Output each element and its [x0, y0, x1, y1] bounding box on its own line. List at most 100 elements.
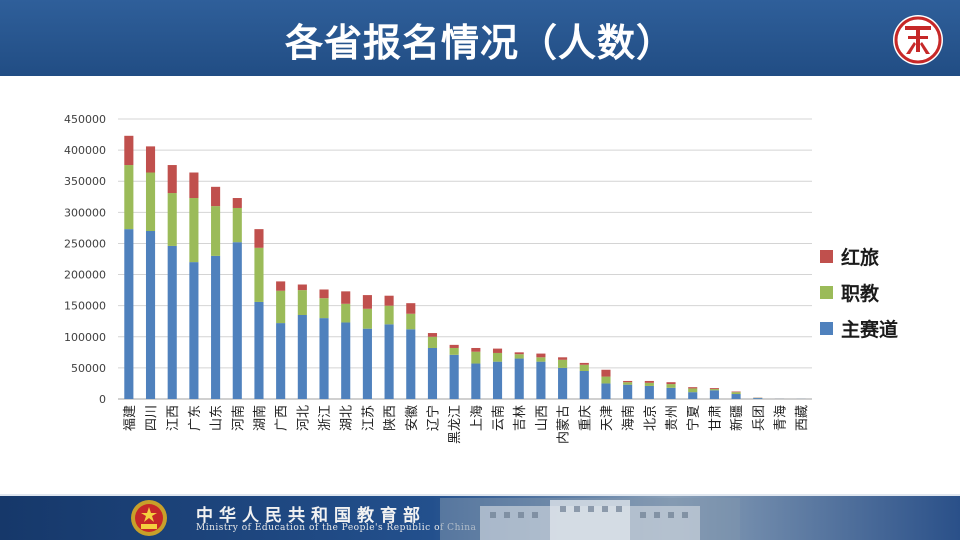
bar-segment-vocational — [666, 384, 676, 388]
x-tick-label: 福建 — [123, 405, 138, 431]
bar-segment-vocational — [232, 207, 242, 243]
footer-divider — [0, 494, 960, 496]
y-tick-label: 150000 — [64, 300, 106, 313]
bar-segment-redtour — [536, 353, 546, 358]
bar-segment-redtour — [579, 362, 589, 365]
x-tick-label: 内蒙古 — [556, 405, 572, 444]
y-tick-label: 450000 — [64, 113, 106, 126]
x-tick-label: 青海 — [773, 405, 788, 431]
bar-segment-redtour — [644, 380, 654, 383]
bar-segment-vocational — [297, 290, 307, 315]
bar-segment-main-track — [688, 392, 698, 399]
legend-swatch-vocational — [820, 285, 833, 299]
bar-segment-main-track — [124, 229, 134, 399]
bar-segment-main-track — [666, 387, 676, 399]
bar-segment-redtour — [254, 229, 264, 248]
x-tick-label: 江西 — [166, 405, 181, 431]
y-tick-label: 50000 — [71, 362, 106, 375]
bar-segment-main-track — [579, 371, 589, 399]
page-title: 各省报名情况（人数） — [284, 21, 675, 65]
bar-segment-redtour — [449, 344, 459, 348]
bar-segment-vocational — [449, 347, 459, 355]
bar-segment-vocational — [124, 165, 134, 230]
bar-segment-main-track — [189, 262, 199, 399]
x-tick-label: 湖北 — [340, 405, 355, 431]
x-tick-label: 云南 — [491, 405, 507, 431]
y-tick-label: 200000 — [64, 269, 106, 282]
legend-label-main-track: 主赛道 — [841, 318, 899, 341]
bar-segment-main-track — [709, 390, 719, 399]
bar-segment-main-track — [406, 329, 416, 399]
bar-segment-vocational — [623, 382, 633, 385]
x-tick-label: 广西 — [275, 405, 290, 431]
bar-segment-redtour — [601, 369, 611, 377]
bar-segment-redtour — [276, 281, 286, 291]
bar-segment-main-track — [623, 384, 633, 399]
bar-segment-redtour — [319, 289, 329, 299]
bar-segment-main-track — [601, 383, 611, 399]
bar-segment-main-track — [471, 363, 481, 399]
bar-segment-vocational — [319, 298, 329, 319]
bar-segment-redtour — [232, 198, 242, 208]
bar-segment-main-track — [427, 347, 438, 399]
bar-segment-vocational — [189, 198, 199, 263]
x-tick-label: 江苏 — [360, 405, 376, 431]
bar-segment-vocational — [644, 382, 654, 386]
legend-item-redtour: 红旅 — [820, 238, 898, 274]
x-tick-label: 广东 — [188, 405, 203, 431]
bar-layer — [124, 135, 806, 399]
bar-segment-main-track — [254, 301, 264, 399]
bar-segment-redtour — [145, 146, 156, 173]
bar-segment-vocational — [427, 336, 438, 348]
chart-legend: 红旅 职教 主赛道 — [820, 238, 898, 346]
x-tick-label: 四川 — [145, 405, 160, 431]
x-tick-label: 河南 — [230, 405, 246, 431]
bar-segment-vocational — [579, 364, 589, 371]
bar-segment-redtour — [406, 303, 416, 314]
bar-segment-redtour — [384, 295, 394, 306]
y-tick-label: 350000 — [64, 175, 106, 188]
x-tick-label: 吉林 — [513, 405, 528, 431]
bar-segment-vocational — [492, 352, 503, 362]
x-tick-label: 海南 — [621, 405, 637, 431]
y-tick-label: 300000 — [64, 206, 106, 219]
bar-segment-main-track — [514, 358, 524, 399]
legend-swatch-redtour — [820, 249, 833, 263]
stacked-bar-chart: 0 50000 100000 150000 200000 250000 300000 3500… — [64, 113, 812, 444]
bar-segment-vocational — [254, 247, 264, 302]
y-tick-label: 0 — [99, 393, 106, 406]
x-tick-label: 湖南 — [252, 405, 268, 431]
grid-layer — [118, 118, 812, 400]
bar-segment-redtour — [341, 291, 351, 304]
bar-segment-main-track — [384, 324, 394, 399]
bar-segment-redtour — [297, 284, 307, 291]
bar-segment-main-track — [536, 361, 546, 399]
bar-segment-vocational — [514, 354, 524, 359]
x-tick-label: 上海 — [470, 405, 485, 431]
x-tick-label: 黑龙江 — [448, 405, 463, 444]
x-tick-label: 山东 — [210, 405, 225, 431]
bar-segment-vocational — [167, 193, 177, 246]
bar-segment-vocational — [536, 357, 546, 362]
bar-segment-vocational — [601, 376, 611, 384]
ministry-building-image — [440, 498, 740, 540]
bar-segment-vocational — [731, 392, 741, 395]
x-tick-label: 新疆 — [729, 405, 745, 431]
x-tick-label: 贵州 — [665, 405, 680, 431]
bar-segment-main-track — [297, 315, 307, 399]
bar-segment-redtour — [167, 165, 177, 194]
bar-segment-main-track — [362, 328, 372, 399]
bar-segment-main-track — [276, 323, 286, 399]
x-tick-label: 北京 — [643, 405, 658, 431]
bar-segment-main-track — [449, 354, 459, 399]
national-emblem-icon — [131, 500, 167, 536]
bar-segment-redtour — [514, 352, 524, 355]
bar-segment-redtour — [427, 333, 438, 337]
x-tick-label: 山西 — [535, 405, 550, 431]
x-tick-label: 陕西 — [383, 405, 398, 431]
title-bar: 各省报名情况（人数） — [0, 0, 960, 76]
x-tick-label: 浙江 — [318, 405, 333, 431]
bar-segment-redtour — [709, 388, 719, 390]
bar-segment-redtour — [471, 347, 481, 352]
bar-segment-vocational — [709, 389, 719, 391]
